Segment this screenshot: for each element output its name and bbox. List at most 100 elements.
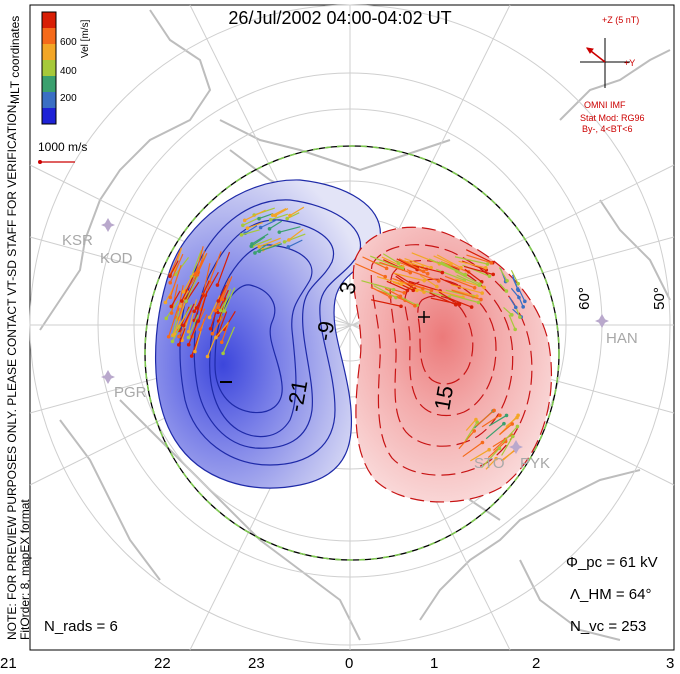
velocity-vector xyxy=(458,430,475,450)
velocity-colorbar xyxy=(41,11,57,125)
colorbar-segment xyxy=(42,92,56,109)
velocity-vector xyxy=(481,447,500,469)
velocity-vector xyxy=(216,251,231,286)
preview-note: NOTE: FOR PREVIEW PURPOSES ONLY. PLEASE … xyxy=(5,101,32,640)
velocity-vector-origin xyxy=(239,233,244,237)
velocity-vector xyxy=(436,254,462,269)
velocity-vector xyxy=(217,278,230,308)
velocity-vector xyxy=(394,273,413,285)
contour-label-pos15: 15 xyxy=(429,383,459,413)
velocity-vector-origin xyxy=(502,421,506,426)
velocity-vector xyxy=(510,269,519,284)
velocity-vector-origin xyxy=(497,446,502,451)
velocity-vector xyxy=(509,297,517,308)
velocity-vector-origin xyxy=(205,354,210,359)
velocity-vector-origin xyxy=(267,227,272,231)
velocity-vector xyxy=(429,292,457,306)
velocity-vector-origin xyxy=(425,271,430,276)
velocity-tick-400: 400 xyxy=(60,66,77,77)
velocity-vector-origin xyxy=(196,319,201,323)
velocity-vector xyxy=(206,335,217,357)
station-marker-sto xyxy=(509,440,523,454)
velocity-vector xyxy=(272,208,287,216)
velocity-vector xyxy=(488,414,507,427)
velocity-vector xyxy=(510,287,520,298)
velocity-vector xyxy=(381,256,404,268)
velocity-vector-origin xyxy=(510,313,514,317)
velocity-vector xyxy=(252,238,272,247)
velocity-vector xyxy=(244,209,266,221)
velocity-vector-origin xyxy=(241,223,245,228)
velocity-scale-label: Vel [m/s] xyxy=(80,19,91,58)
velocity-vector xyxy=(169,264,182,298)
colorbar-segment xyxy=(42,12,56,29)
velocity-vector xyxy=(181,276,194,302)
velocity-vector xyxy=(456,274,480,286)
velocity-vector xyxy=(433,255,452,265)
velocity-vector xyxy=(175,256,190,275)
velocity-vector xyxy=(218,297,227,322)
velocity-vector-origin xyxy=(214,335,218,340)
velocity-vector-origin xyxy=(510,434,515,439)
velocity-vector-origin xyxy=(213,308,218,313)
velocity-vector xyxy=(188,322,198,345)
station-marker-han xyxy=(595,314,609,328)
velocity-vector xyxy=(286,212,300,220)
velocity-vector-origin xyxy=(422,278,427,283)
velocity-vector xyxy=(386,280,408,291)
velocity-vector-origin xyxy=(440,270,445,275)
velocity-vector xyxy=(376,276,402,285)
velocity-vector xyxy=(258,213,274,220)
velocity-vector xyxy=(288,228,304,241)
station-markers xyxy=(101,218,609,454)
velocity-vector xyxy=(215,321,229,338)
velocity-vector xyxy=(185,274,199,302)
coords-label: MLT coordinates xyxy=(8,15,22,104)
velocity-vector xyxy=(174,247,183,271)
velocity-vector-origin xyxy=(186,342,191,347)
velocity-vector-origin xyxy=(435,284,439,289)
velocity-vector xyxy=(464,421,478,441)
velocity-vector-origin xyxy=(245,226,250,230)
velocity-vector-origin xyxy=(242,218,247,223)
velocity-vector-origin xyxy=(221,351,225,356)
velocity-vector xyxy=(419,274,438,288)
mlt-hour-0: 0 xyxy=(345,655,354,672)
velocity-vector-origin xyxy=(210,331,215,336)
velocity-vector xyxy=(470,449,490,462)
velocity-vector xyxy=(187,314,199,338)
velocity-vector xyxy=(450,283,483,294)
velocity-vector xyxy=(199,314,208,330)
velocity-vector-origin xyxy=(257,249,262,254)
map-title: 26/Jul/2002 04:00-04:02 UT xyxy=(228,8,452,28)
velocity-vector xyxy=(275,208,289,217)
velocity-vector xyxy=(169,253,184,283)
velocity-vector xyxy=(223,287,236,312)
velocity-vector-origin xyxy=(258,225,263,230)
velocity-vector xyxy=(179,290,189,307)
velocity-vector xyxy=(222,326,236,354)
velocity-vector xyxy=(399,258,424,272)
velocity-vector xyxy=(195,246,204,274)
velocity-vector-origin xyxy=(216,310,220,315)
velocity-vector xyxy=(485,423,505,440)
velocity-vector xyxy=(289,206,305,217)
velocity-vector xyxy=(190,249,202,278)
velocity-vector xyxy=(404,260,423,268)
velocity-vector xyxy=(408,280,441,292)
velocity-vector-origin xyxy=(218,308,223,313)
velocity-vector-origin xyxy=(250,242,254,246)
velocity-vector xyxy=(260,218,278,229)
velocity-vector-origin xyxy=(472,429,477,433)
velocity-vector xyxy=(169,247,182,275)
velocity-vector-origin xyxy=(413,303,417,308)
velocity-vector xyxy=(183,272,195,293)
velocity-vector-origin xyxy=(429,288,434,293)
velocity-vector-origin xyxy=(505,278,509,283)
velocity-vector xyxy=(172,314,187,336)
velocity-vector xyxy=(209,251,222,283)
velocity-vector-origin xyxy=(177,334,181,339)
velocity-vector-origin xyxy=(195,272,200,277)
velocity-vector xyxy=(279,226,301,233)
velocity-vector-origin xyxy=(494,456,498,461)
